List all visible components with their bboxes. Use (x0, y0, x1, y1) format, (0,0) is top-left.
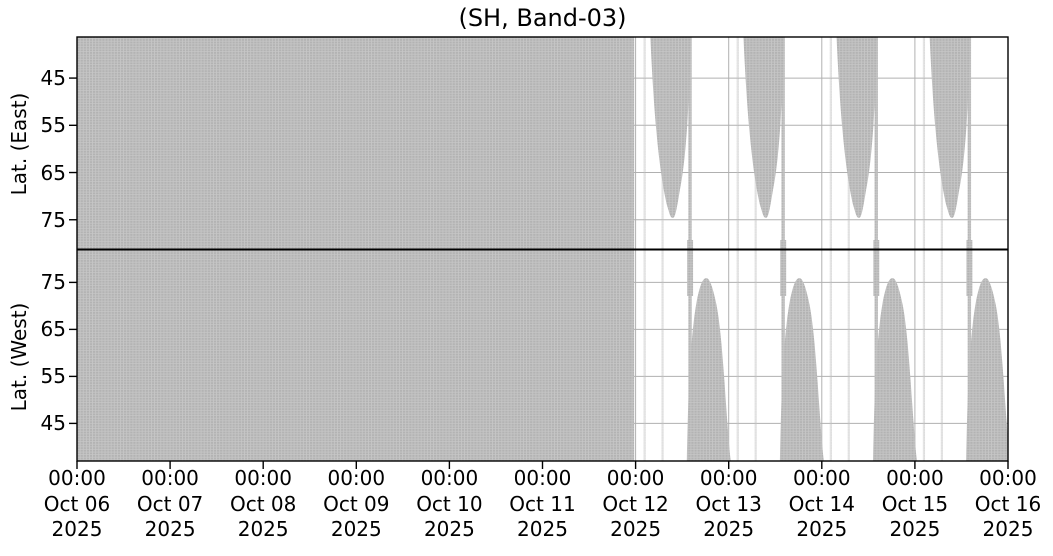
x-tick-label-line: 2025 (144, 517, 196, 541)
x-tick-label-line: 00:00 (48, 466, 106, 490)
x-tick-label-line: 2025 (982, 517, 1034, 541)
x-tick-label-line: 2025 (796, 517, 848, 541)
x-tick-label-line: 00:00 (886, 466, 944, 490)
x-tick-label-line: 00:00 (979, 466, 1037, 490)
x-tick-label-line: 2025 (703, 517, 755, 541)
east-coverage-blob (743, 37, 784, 218)
x-tick-label: 00:00 Oct 14 2025 (774, 466, 870, 543)
x-tick-label-line: 2025 (889, 517, 941, 541)
x-tick-label-line: Oct 16 (974, 491, 1042, 516)
pass-streak-bulge (873, 240, 880, 296)
y-tick-label: 55 (40, 113, 66, 138)
x-tick-label-line: 00:00 (792, 466, 851, 490)
x-tick-label: 00:00 Oct 13 2025 (681, 466, 777, 543)
y-tick-label: 45 (40, 66, 66, 91)
x-tick-label-line: Oct 13 (695, 491, 762, 516)
x-tick-label-line: 2025 (330, 517, 382, 541)
x-tick-label: 00:00 Oct 10 2025 (401, 466, 497, 543)
x-tick-label-line: Oct 06 (43, 491, 111, 516)
x-tick-label-line: Oct 07 (136, 491, 204, 516)
x-tick-label-line: 2025 (51, 517, 103, 541)
x-tick-label-line: 2025 (237, 517, 289, 541)
x-tick-label-line: Oct 09 (323, 491, 390, 516)
x-tick-label-line: 2025 (610, 517, 662, 541)
y-tick-label: 55 (40, 364, 66, 389)
y-tick-label: 45 (40, 411, 66, 436)
y-tick-label: 65 (40, 317, 66, 342)
x-tick-label: 00:00 Oct 15 2025 (867, 466, 963, 543)
x-tick-label-line: Oct 12 (602, 491, 669, 516)
chart-title: (SH, Band-03) (458, 4, 627, 32)
x-tick-label: 00:00 Oct 09 2025 (308, 466, 404, 543)
x-tick-label: 00:00 Oct 11 2025 (495, 466, 591, 543)
east-coverage-blob (650, 37, 691, 218)
x-tick-label-line: 2025 (517, 517, 568, 541)
pass-streak-bulge (966, 240, 973, 296)
pass-streak-bulge (780, 240, 787, 296)
x-tick-label-line: 00:00 (327, 466, 386, 490)
x-tick-label-line: 00:00 (141, 466, 199, 490)
x-tick-label: 00:00 Oct 12 2025 (588, 466, 684, 543)
x-tick-label: 00:00 Oct 08 2025 (215, 466, 311, 543)
x-tick-label: 00:00 Oct 16 2025 (960, 466, 1053, 543)
x-tick-label-line: Oct 10 (416, 491, 483, 516)
x-tick-label-line: 00:00 (606, 466, 665, 490)
x-tick-label: 00:00 Oct 06 2025 (29, 466, 125, 543)
x-tick-label-line: 00:00 (420, 466, 479, 490)
x-tick-label-line: Oct 15 (881, 491, 949, 516)
east-coverage-blob (929, 37, 970, 218)
x-tick-label: 00:00 Oct 07 2025 (122, 466, 218, 543)
y-tick-label: 75 (40, 270, 66, 295)
x-tick-label-line: 00:00 (699, 466, 758, 490)
west-coverage-blob (686, 278, 731, 461)
x-tick-label-line: Oct 08 (229, 491, 297, 516)
x-tick-label-line: 2025 (423, 517, 475, 541)
west-coverage-blob (779, 278, 824, 461)
x-tick-label-line: 00:00 (513, 466, 572, 490)
x-tick-label-line: Oct 11 (509, 491, 576, 516)
y-tick-label: 65 (40, 160, 66, 185)
axes-frame-group (69, 36, 1009, 469)
west-coverage-blob (873, 278, 917, 461)
east-coverage-blob (836, 37, 877, 218)
pass-streak-bulge (687, 240, 694, 296)
x-tick-label-line: Oct 14 (788, 491, 855, 516)
x-tick-label-line: 00:00 (234, 466, 292, 490)
y-tick-label: 75 (40, 207, 66, 232)
west-coverage-blob (966, 278, 1008, 461)
